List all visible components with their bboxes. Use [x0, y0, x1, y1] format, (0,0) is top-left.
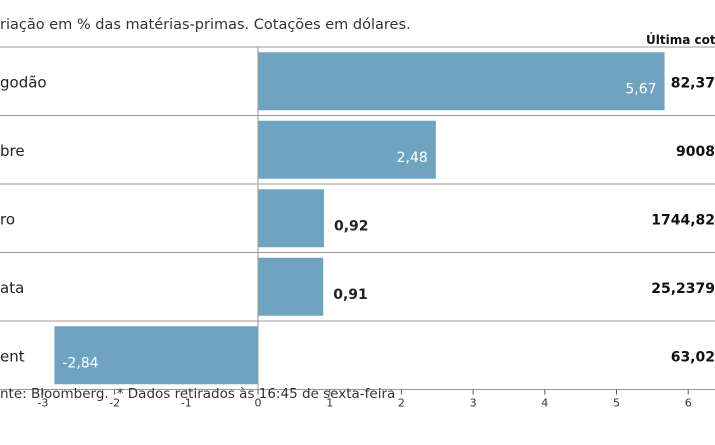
category-label: bre [0, 142, 25, 160]
chart-footer: nte: Bloomberg. * Dados retirados às 16:4… [0, 386, 403, 402]
x-tick-label: 0 [255, 397, 262, 410]
x-tick-label: 3 [470, 397, 477, 410]
last-quote-value: 9008 [676, 144, 715, 160]
last-quote-header: Última cotação [646, 33, 715, 47]
x-tick-label: 4 [541, 397, 548, 410]
last-quote-value: 1744,82 [651, 212, 715, 228]
bar [258, 52, 665, 111]
category-label: godão [0, 73, 47, 91]
x-tick-label: 2 [398, 397, 405, 410]
category-label: ro [0, 210, 15, 228]
x-tick-label: 5 [613, 397, 620, 410]
bar [258, 189, 324, 248]
last-quote-value: 25,2379 [651, 281, 715, 297]
x-tick-label: 6 [685, 397, 692, 410]
x-tick-label: 1 [326, 397, 333, 410]
value-label: -2,84 [62, 355, 98, 371]
footnote-text: * Dados retirados às 16:45 de sexta-feir… [116, 386, 396, 402]
bar [54, 326, 258, 385]
source-text: nte: Bloomberg. [0, 386, 109, 402]
bar [258, 257, 324, 316]
chart-subtitle: riação em % das matérias-primas. Cotaçõe… [0, 17, 411, 33]
category-label: ata [0, 279, 24, 297]
value-label: 0,91 [333, 287, 368, 303]
value-label: 5,67 [625, 81, 656, 97]
last-quote-value: 63,02 [671, 349, 715, 365]
x-tick-label: -3 [37, 397, 48, 410]
x-tick-label: -1 [181, 397, 192, 410]
category-label: ent [0, 347, 25, 365]
bar [258, 120, 436, 179]
last-quote-value: 82,37 [671, 75, 715, 91]
x-tick-label: -2 [109, 397, 120, 410]
value-label: 2,48 [397, 150, 428, 166]
value-label: 0,92 [334, 218, 369, 234]
